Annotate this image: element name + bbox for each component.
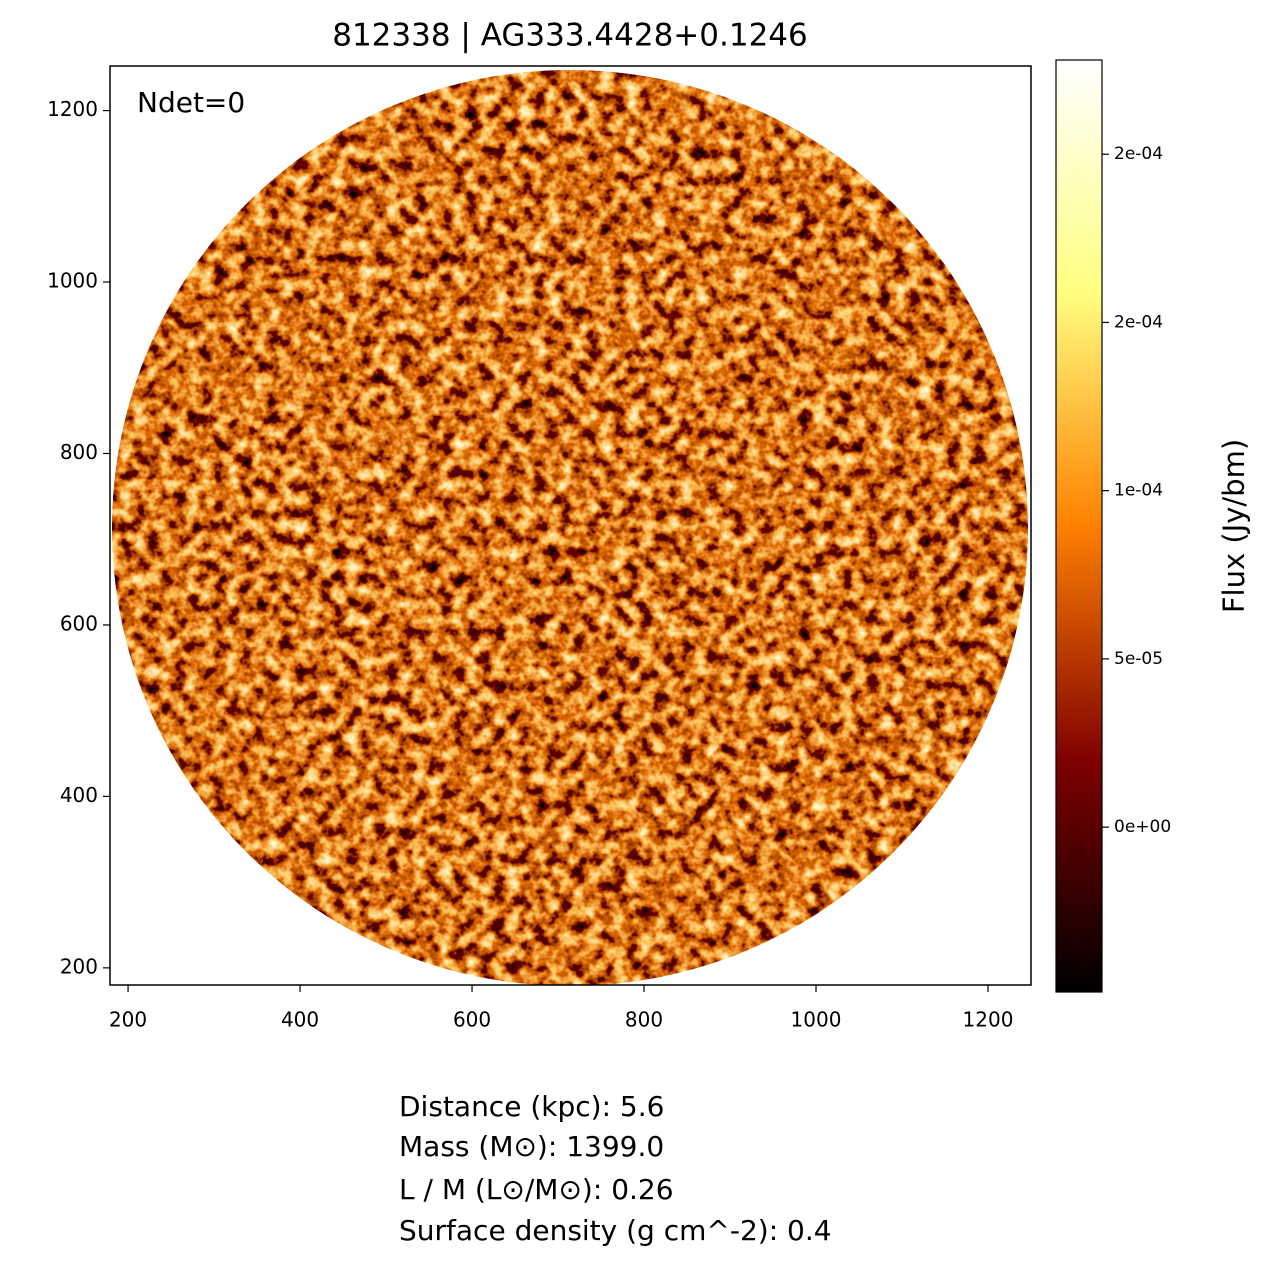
y-tick-label: 800 xyxy=(60,440,98,464)
chart-title: 812338 | AG333.4428+0.1246 xyxy=(332,18,808,54)
x-tick-label: 600 xyxy=(453,1008,491,1032)
y-tick-label: 600 xyxy=(60,611,98,635)
x-tick-label: 400 xyxy=(281,1008,319,1032)
annotation: Ndet=0 xyxy=(137,86,245,119)
colorbar-tick-label: 2e-04 xyxy=(1114,312,1163,332)
note: L / M (L⊙/M⊙): 0.26 xyxy=(399,1173,674,1206)
flux-map xyxy=(112,70,1028,985)
image xyxy=(112,70,1028,985)
note: Mass (M⊙): 1399.0 xyxy=(399,1130,664,1163)
axes-frame xyxy=(109,65,1032,986)
note: Distance (kpc): 5.6 xyxy=(399,1090,664,1123)
y-tick-label: 400 xyxy=(60,783,98,807)
colorbar xyxy=(1055,59,1103,993)
y-tick-label: 200 xyxy=(60,954,98,978)
colorbar-label: Flux (Jy/bm) xyxy=(1217,439,1251,613)
colorbar-tick-label: 5e-05 xyxy=(1114,649,1163,669)
note: Surface density (g cm^-2): 0.4 xyxy=(399,1214,832,1247)
x-tick-label: 1200 xyxy=(963,1008,1014,1032)
y-tick-label: 1200 xyxy=(47,97,98,121)
colorbar-tick-label: 0e+00 xyxy=(1114,817,1171,837)
x-tick-label: 1000 xyxy=(791,1008,842,1032)
colorbar-tick-label: 1e-04 xyxy=(1114,481,1163,501)
x-tick-label: 800 xyxy=(625,1008,663,1032)
colorbar-tick-label: 2e-04 xyxy=(1114,144,1163,164)
y-tick-label: 1000 xyxy=(47,269,98,293)
x-tick-label: 200 xyxy=(109,1008,147,1032)
